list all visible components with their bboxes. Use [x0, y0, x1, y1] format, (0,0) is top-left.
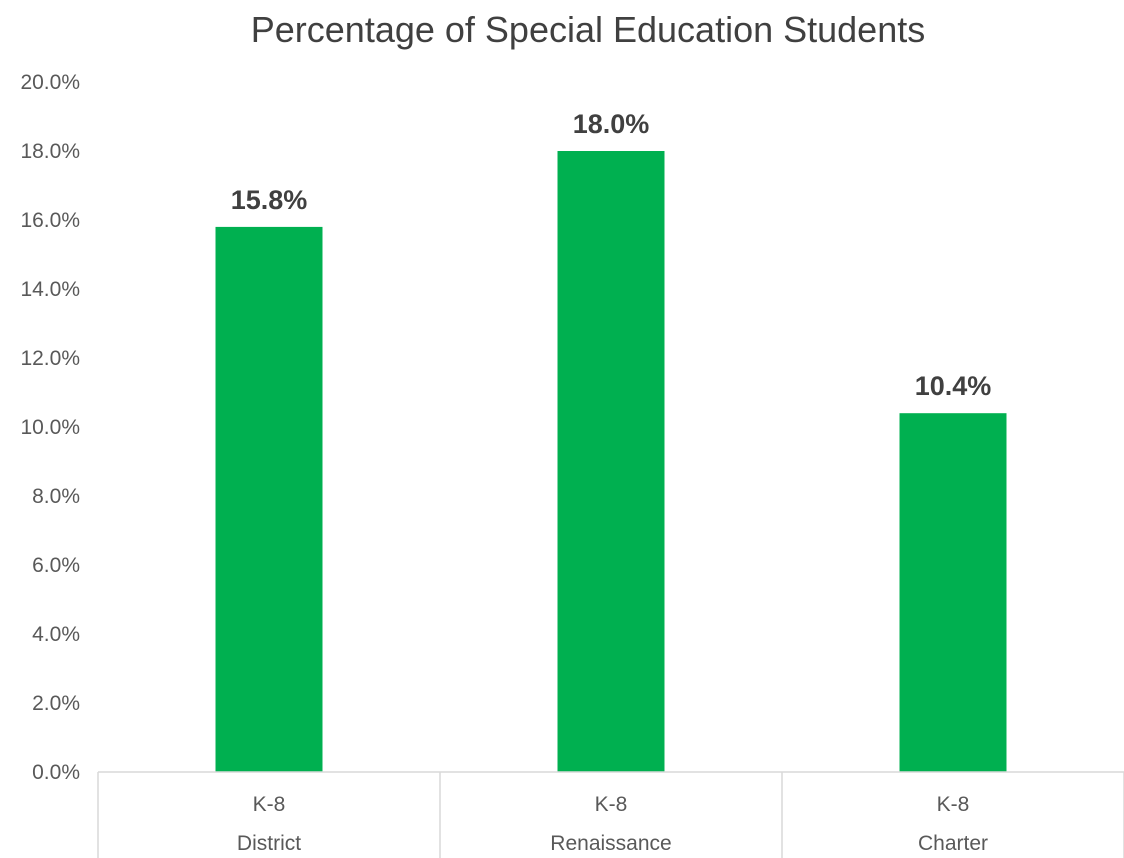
data-labels: 15.8% 18.0% 10.4% [231, 109, 992, 401]
chart-title: Percentage of Special Education Students [251, 9, 925, 50]
x-tick-group: Charter [918, 832, 988, 855]
x-tick-level: K-8 [595, 793, 628, 816]
bar-charter [899, 413, 1007, 772]
y-tick-label: 8.0% [32, 485, 80, 508]
data-label: 15.8% [231, 185, 308, 215]
y-tick-label: 16.0% [20, 209, 80, 232]
y-tick-label: 4.0% [32, 623, 80, 646]
data-label: 18.0% [573, 109, 650, 139]
y-tick-label: 2.0% [32, 692, 80, 715]
y-tick-label: 14.0% [20, 278, 80, 301]
x-tick-level: K-8 [253, 793, 286, 816]
bar-district [215, 226, 323, 772]
data-label: 10.4% [915, 371, 992, 401]
bars [215, 151, 1007, 772]
y-tick-label: 12.0% [20, 347, 80, 370]
x-axis: K-8 District K-8 Renaissance K-8 Charter [97, 771, 1124, 858]
y-axis: 0.0% 2.0% 4.0% 6.0% 8.0% 10.0% 12.0% 14.0% 16.0%… [20, 71, 80, 784]
x-tick-group: Renaissance [550, 832, 671, 855]
bar-renaissance [557, 151, 665, 772]
y-tick-label: 0.0% [32, 761, 80, 784]
y-tick-label: 18.0% [20, 140, 80, 163]
y-tick-label: 6.0% [32, 554, 80, 577]
y-tick-label: 10.0% [20, 416, 80, 439]
x-tick-level: K-8 [937, 793, 970, 816]
x-tick-group: District [237, 832, 301, 855]
y-tick-label: 20.0% [20, 71, 80, 94]
